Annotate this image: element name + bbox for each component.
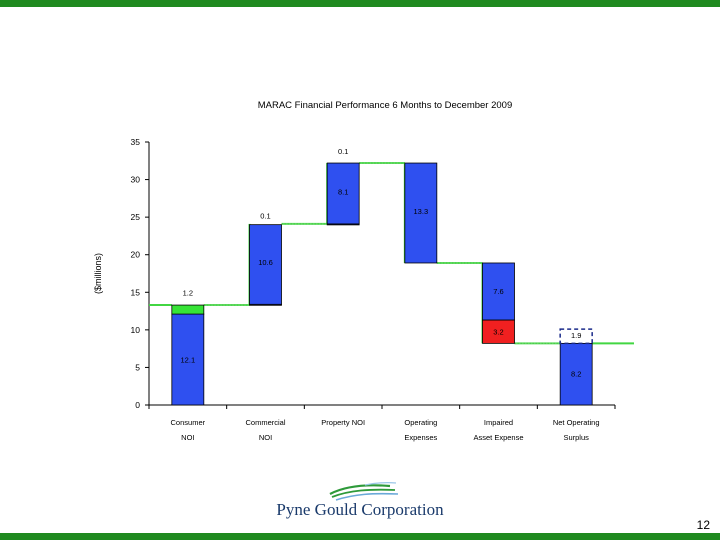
x-category-label: Expenses — [404, 433, 437, 442]
y-tick-label: 15 — [131, 287, 141, 297]
top-brand-bar — [0, 0, 720, 7]
x-category-label: Net Operating — [553, 418, 600, 427]
bar-segment-red — [482, 319, 515, 344]
x-category-label: Operating — [404, 418, 437, 427]
x-category-label: Asset Expense — [473, 433, 523, 442]
data-label: 12.1 — [181, 356, 196, 365]
data-label: 3.2 — [493, 327, 503, 336]
x-category-label: Impaired — [484, 418, 513, 427]
y-tick-label: 35 — [131, 137, 141, 147]
chart-title: MARAC Financial Performance 6 Months to … — [257, 100, 513, 111]
x-category-label: NOI — [259, 433, 272, 442]
bar-segment-blue — [249, 224, 282, 305]
y-tick-label: 30 — [131, 175, 141, 185]
y-tick-label: 5 — [135, 362, 140, 372]
data-label: 8.1 — [338, 188, 348, 197]
data-label: 0.1 — [260, 212, 270, 221]
company-name: Pyne Gould Corporation — [276, 500, 444, 519]
y-tick-label: 20 — [131, 250, 141, 260]
bar-segment-blue — [482, 262, 515, 321]
y-tick-label: 10 — [131, 325, 141, 335]
y-tick-label: 25 — [131, 212, 141, 222]
data-label: 10.6 — [258, 258, 273, 267]
x-category-label: Consumer — [171, 418, 206, 427]
data-label: 7.6 — [493, 287, 503, 296]
data-label: 8.2 — [571, 369, 581, 378]
y-axis-title: ($millions) — [93, 253, 103, 294]
x-category-label: Commercial — [245, 418, 285, 427]
x-category-label: NOI — [181, 433, 194, 442]
bar-segment-outline — [559, 328, 593, 345]
x-category-label: Property NOI — [321, 418, 365, 427]
data-label: 13.3 — [414, 207, 429, 216]
x-category-label: Surplus — [563, 433, 589, 442]
data-label: 0.1 — [338, 147, 348, 156]
data-label: 1.2 — [183, 288, 193, 297]
bar-segment-blue — [171, 313, 205, 406]
logo-wave-icon — [329, 481, 399, 501]
company-logo: Pyne Gould Corporation — [270, 480, 450, 525]
data-label: 1.9 — [571, 331, 581, 340]
bar-segment-blue — [326, 162, 360, 225]
page-number: 12 — [696, 518, 710, 532]
bar-segment-green — [171, 304, 205, 315]
y-tick-label: 0 — [135, 400, 140, 410]
bottom-brand-bar — [0, 533, 720, 540]
bar-segment-blue — [559, 342, 593, 406]
bar-segment-blue — [404, 162, 438, 264]
